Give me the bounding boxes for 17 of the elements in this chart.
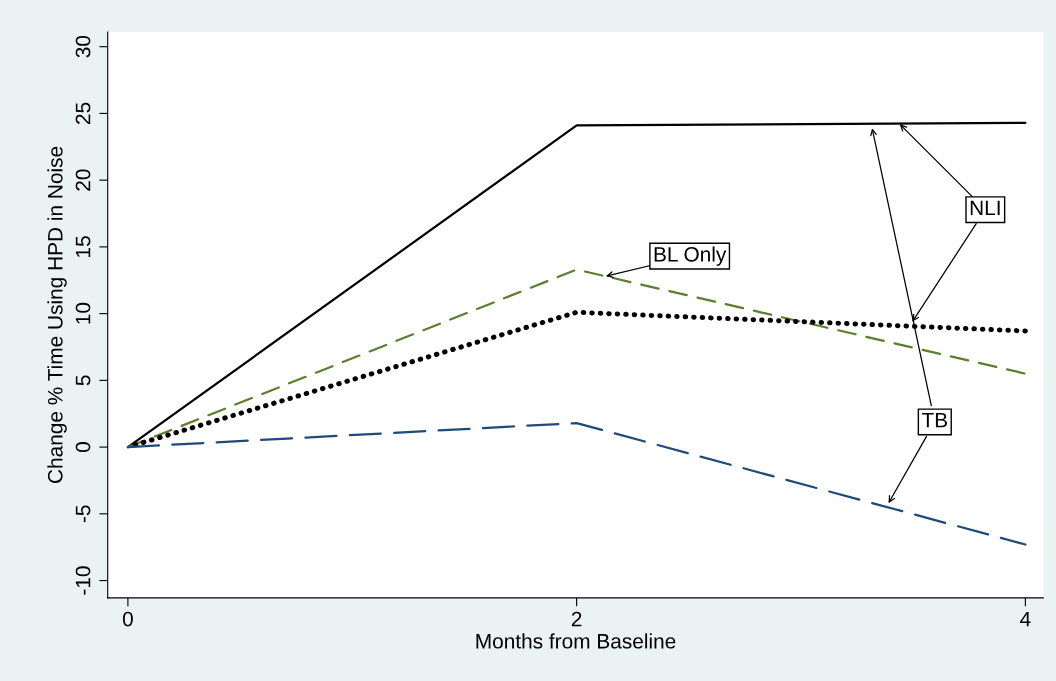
y-axis-title: Change % Time Using HPD in Noise bbox=[47, 146, 67, 483]
x-tick-label: 0 bbox=[122, 611, 133, 627]
y-tick-label: 5 bbox=[75, 375, 91, 386]
x-tick-label: 4 bbox=[1020, 611, 1031, 627]
y-tick-label: 15 bbox=[75, 236, 91, 257]
y-tick-label: 30 bbox=[75, 35, 91, 58]
annotation: BL Only bbox=[654, 246, 727, 266]
y-tick-label: 0 bbox=[75, 442, 91, 453]
y-tick-label: 25 bbox=[75, 102, 91, 124]
y-tick-label: 20 bbox=[75, 169, 91, 191]
y-tick-label: -10 bbox=[75, 566, 91, 595]
y-tick-label: 10 bbox=[75, 302, 91, 324]
annotation: TB bbox=[921, 412, 948, 428]
x-tick-label: 2 bbox=[571, 611, 582, 627]
y-tick-label: -5 bbox=[75, 505, 91, 523]
x-axis-title: Months from Baseline bbox=[476, 633, 676, 649]
annotation: NLI bbox=[970, 200, 1000, 216]
